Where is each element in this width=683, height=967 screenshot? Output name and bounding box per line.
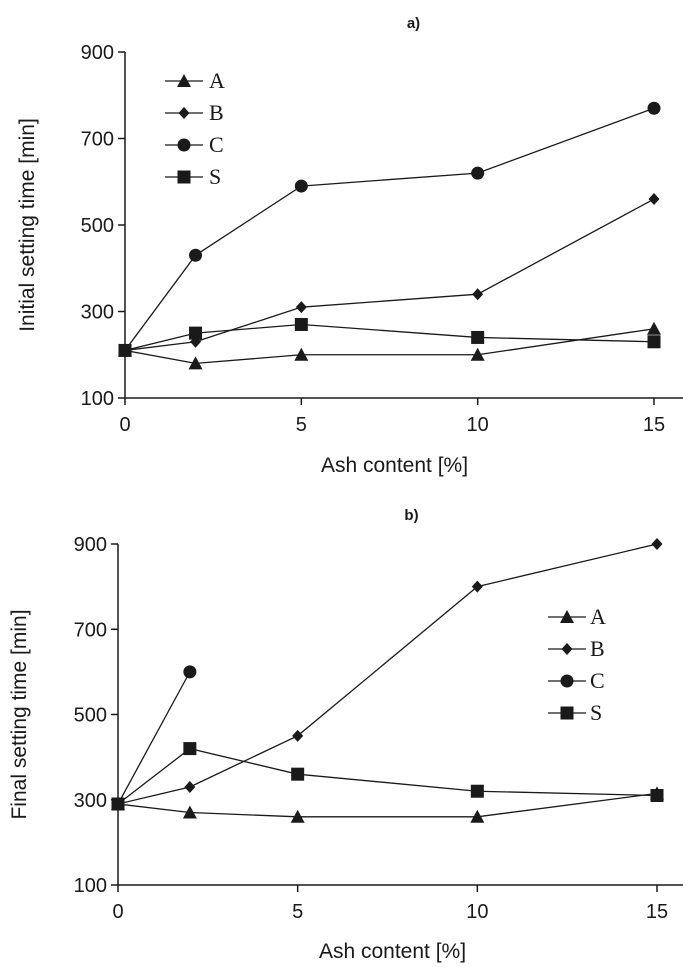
panel-a-series-C (118, 101, 661, 357)
panel-b-legend-label-B: B (590, 636, 605, 661)
panel-a-series-C-point (471, 166, 485, 180)
panel-b-y-tick-label: 900 (74, 534, 107, 556)
panel-b-y-tick-label: 300 (74, 790, 107, 812)
panel-a-series-A-point (188, 356, 203, 370)
panel-a-series-S-point (647, 335, 661, 349)
panel-a-series-B-point (648, 193, 660, 206)
panel-a-legend-marker-B (178, 107, 190, 119)
panel-a-y-tick-label: 300 (81, 302, 114, 324)
panel-a-series-C-point (294, 179, 308, 193)
panel-b-series-A-line (117, 792, 658, 818)
panel-a-y-tick-label: 900 (81, 42, 114, 64)
panel-a-series-C-line (124, 107, 655, 351)
panel-a-legend-marker-A (177, 74, 191, 87)
panel-a-legend-label-C: C (209, 132, 224, 157)
panel-b-x-tick-label: 15 (646, 901, 668, 923)
panel-b-x-axis-label: Ash content [%] (319, 940, 466, 963)
panel-b-series-B-point (292, 729, 304, 742)
panel-a-y-axis-label: Initial setting time [min] (16, 118, 39, 332)
panel-b-series-S-point (650, 788, 664, 802)
panel-b-series-C-point (183, 665, 197, 679)
panel-a-series-A-line (124, 328, 655, 365)
panel-b-series-B-point (471, 580, 483, 593)
panel-b-series-S-point (291, 767, 305, 781)
panel-a-series-S-point (294, 317, 308, 331)
panel-b-y-axis-label: Final setting time [min] (8, 609, 31, 819)
panel-b-y-tick-label: 100 (74, 875, 107, 897)
panel-b-y-tick-label: 700 (74, 619, 107, 641)
panel-b-legend-label-A: A (590, 604, 606, 629)
panel-b-series-S-point (183, 742, 197, 756)
panel-a-x-tick-label: 10 (467, 414, 489, 436)
panel-b-title: b) (404, 507, 418, 524)
chart-panel-a: a) 100 300 500 700 900 0 5 10 15 Ash content [%] In… (16, 15, 683, 477)
panel-b-series-S (111, 742, 664, 811)
panel-b-series-A (111, 786, 664, 823)
panel-a-x-tick-label: 0 (119, 414, 130, 436)
panel-b-series-C-line (117, 671, 191, 805)
panel-a-y-tick-label: 700 (81, 129, 114, 151)
panel-b-legend-marker-C (560, 674, 574, 688)
panel-a-series-A-point (647, 321, 661, 335)
panel-a-series-S-point (471, 330, 485, 344)
panel-b-legend-label-C: C (590, 668, 605, 693)
panel-a-x-tick-label: 5 (296, 414, 307, 436)
panel-a-legend-marker-C (177, 138, 191, 152)
panel-b-series-B-point (184, 780, 196, 793)
panel-a-series-C-point (189, 248, 203, 262)
panel-a-series-B-line (124, 198, 655, 352)
panel-a-title: a) (407, 15, 420, 32)
panel-a-legend-label-S: S (209, 164, 221, 189)
panel-b-legend-label-S: S (590, 700, 602, 725)
panel-a-series-S (118, 317, 661, 357)
panel-a-y-tick-label: 500 (81, 215, 114, 237)
panel-a-series-A-point (470, 347, 485, 361)
panel-a-series-A-point (294, 347, 309, 361)
panel-b-legend-marker-A (560, 610, 574, 623)
panel-a-x-axis-label: Ash content [%] (321, 454, 468, 477)
panel-a-series-B-point (295, 301, 307, 314)
panel-b-legend-marker-B (561, 643, 573, 655)
panel-b-series-B-point (651, 538, 663, 550)
panel-a-series-B-point (472, 288, 484, 301)
panel-a-series-C-point (647, 101, 661, 115)
panel-b-series-A-point (290, 809, 305, 823)
panel-b-x-tick-label: 0 (112, 901, 123, 923)
panel-a-series-S-point (189, 326, 203, 340)
panel-b-series-S-point (470, 784, 484, 798)
panel-a-x-tick-label: 15 (643, 414, 665, 436)
panel-a-series-S-line (124, 323, 655, 352)
chart-panel-b: b) 100 300 500 700 900 0 5 10 15 Ash content [%] Fi… (8, 507, 683, 963)
panel-a-legend-label-A: A (209, 68, 225, 93)
panel-b-x-tick-label: 10 (466, 901, 488, 923)
panel-a-legend-marker-S (177, 170, 191, 184)
panel-b-x-tick-label: 5 (292, 901, 303, 923)
panel-a-series-S-point (118, 343, 132, 357)
panel-b-y-tick-label: 500 (74, 705, 107, 727)
panel-b-series-S-line (117, 747, 658, 805)
panel-a-y-tick-label: 100 (81, 388, 114, 410)
panel-b-legend-marker-S (560, 706, 574, 720)
panel-b-series-S-point (111, 797, 125, 811)
panel-b-series-A-point (182, 805, 197, 819)
panel-b-series-B-line (117, 543, 658, 805)
panel-b-series-A-point (470, 809, 485, 823)
panel-a-legend-label-B: B (209, 100, 224, 125)
